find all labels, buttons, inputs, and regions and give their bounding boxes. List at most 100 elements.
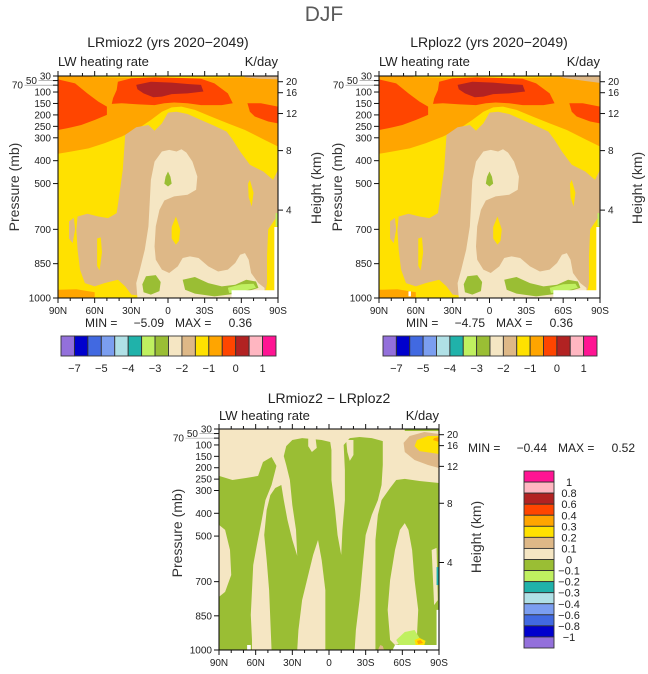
x-tick-label: 30S (196, 306, 214, 317)
max-value: 0.52 (612, 441, 636, 455)
min-label: MIN = (406, 316, 438, 330)
y-right-tick-label: 20 (608, 77, 620, 88)
colorbar-box (395, 335, 411, 357)
y-tick-label: 70 (173, 434, 185, 445)
contour-region (346, 439, 354, 461)
y-right-tick-label: 20 (447, 430, 459, 441)
figure-title: DJF (305, 3, 344, 26)
contour-region (171, 216, 181, 245)
y-tick-label: 70 (333, 81, 345, 92)
contour-region (136, 149, 265, 298)
x-tick-label: 30N (283, 658, 301, 669)
y-right-tick-label: 20 (286, 77, 298, 88)
y-tick-label: 150 (355, 99, 372, 110)
contour-region (432, 436, 439, 442)
colorbar-box (449, 335, 464, 357)
colorbar-box (523, 570, 555, 583)
y-tick-label: 500 (355, 179, 372, 190)
y-tick-label: 500 (195, 532, 212, 543)
panel-difference: LRmioz2 − LRploz2 LW heating rate K/day … (169, 390, 635, 669)
colorbar-label: 0.2 (561, 532, 576, 544)
contour-region (243, 76, 278, 80)
contour-region (557, 76, 600, 83)
x-tick-label: 90S (591, 306, 609, 317)
colorbar-box (168, 335, 183, 357)
y-tick-label: 150 (195, 452, 212, 463)
x-tick-label: 90N (49, 306, 67, 317)
colorbar-box (523, 603, 555, 616)
x-tick-label: 60N (85, 306, 103, 317)
contour-fill-layer (379, 76, 600, 298)
y-right-tick-label: 8 (608, 146, 614, 157)
colorbar-box (208, 335, 223, 357)
colorbar-box (523, 481, 555, 494)
y-right-tick-label: 8 (447, 499, 453, 510)
colorbar-box (523, 503, 555, 516)
contour-region (569, 179, 576, 207)
colorbar-label: −3 (470, 363, 483, 375)
colorbar-box (87, 335, 102, 357)
x-tick-label: 60S (393, 658, 411, 669)
colorbar-label: −0.4 (558, 599, 580, 611)
x-tick-label: 60S (554, 306, 572, 317)
colorbar-box (141, 335, 156, 357)
y-right-tick-label: 4 (447, 558, 453, 569)
contour-region (414, 436, 439, 455)
y-tick-label: 300 (34, 133, 51, 144)
colorbar-box (523, 581, 555, 594)
contour-region (431, 547, 438, 606)
y-tick-label: 100 (195, 440, 212, 451)
colorbar-label: −2 (497, 363, 510, 375)
x-tick-label: 0 (326, 658, 332, 669)
x-tick-label: 30N (443, 306, 461, 317)
colorbar-box (569, 335, 585, 357)
contour-region (457, 149, 587, 298)
colorbar-box (422, 335, 437, 357)
colorbar-box (221, 335, 237, 357)
colorbar-label: −7 (390, 363, 403, 375)
y-tick-label: 100 (34, 88, 51, 99)
y-tick-label: 700 (195, 577, 212, 588)
contour-region (569, 103, 600, 124)
contour-region (97, 237, 102, 271)
contour-region (597, 213, 600, 227)
x-tick-label: 30N (122, 306, 140, 317)
x-tick-label: 90S (269, 306, 287, 317)
y-axis-label: Pressure (mb) (329, 143, 345, 232)
colorbar-box (523, 536, 555, 549)
units-label: K/day (567, 54, 601, 69)
colorbar-box (523, 492, 555, 505)
y-tick-label: 500 (34, 179, 51, 190)
max-value: 0.36 (550, 316, 574, 330)
colorbar-box (583, 335, 598, 357)
contour-region (308, 438, 317, 453)
colorbar-box (462, 335, 478, 357)
min-value: −5.09 (134, 316, 165, 330)
x-tick-label: 0 (487, 306, 493, 317)
colorbar: −7 −5 −4 −3 −2 −1 0 1 (60, 335, 277, 375)
contour-region (390, 217, 397, 244)
colorbar-box (476, 335, 491, 357)
y-tick-label: 30 (40, 72, 52, 83)
contour-region (457, 81, 526, 98)
y-axis-right-label: Height (km) (629, 152, 645, 224)
contour-region (485, 171, 494, 187)
y-tick-label: 400 (355, 156, 372, 167)
colorbar-box (194, 335, 210, 357)
colorbar-label: 1 (260, 363, 266, 375)
colorbar-box (181, 335, 196, 357)
colorbar-box (523, 525, 555, 538)
x-tick-label: 60N (407, 306, 425, 317)
contour-region (297, 539, 326, 650)
contour-region (69, 217, 76, 244)
colorbar-box (489, 335, 504, 357)
panel-lrploz2: LRploz2 (yrs 2020−2049) LW heating rate … (329, 34, 645, 375)
y-tick-label: 850 (34, 259, 51, 270)
contour-region (58, 79, 107, 131)
y-tick-label: 50 (26, 76, 38, 87)
colorbar-box (543, 335, 558, 357)
missing-data-region (553, 227, 600, 298)
min-value: −0.44 (517, 441, 548, 455)
colorbar-label: −0.3 (558, 588, 580, 600)
contour-region (379, 79, 429, 131)
